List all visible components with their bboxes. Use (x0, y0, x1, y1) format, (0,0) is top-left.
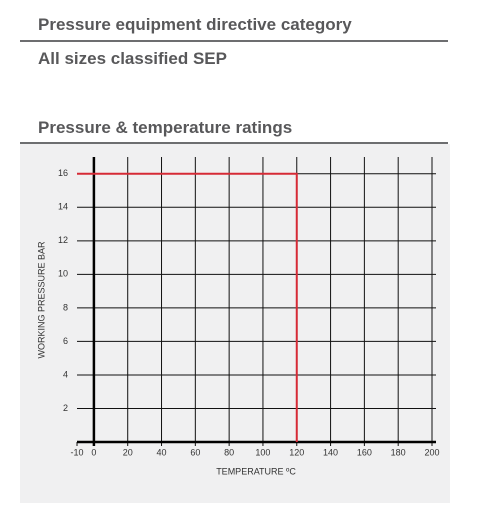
section-title: Pressure equipment directive category (38, 15, 352, 34)
x-tick-label: 140 (323, 447, 338, 457)
section-text: All sizes classified SEP (38, 49, 227, 68)
y-tick-label: 4 (63, 369, 68, 379)
chart-background (20, 144, 450, 503)
x-tick-label: 0 (91, 447, 96, 457)
x-tick-label: 200 (424, 447, 439, 457)
divider (20, 40, 448, 42)
section-title: Pressure & temperature ratings (38, 118, 293, 137)
x-tick-label: 80 (224, 447, 234, 457)
y-tick-label: 14 (58, 202, 68, 212)
x-tick-label: 160 (357, 447, 372, 457)
x-tick-label: 180 (391, 447, 406, 457)
y-tick-label: 6 (63, 336, 68, 346)
x-tick-label: 60 (190, 447, 200, 457)
x-axis-label: TEMPERATURE ºC (216, 466, 296, 476)
x-tick-label: -10 (70, 447, 83, 457)
y-tick-label: 8 (63, 302, 68, 312)
rating-line (77, 172, 298, 442)
y-tick-label: 12 (58, 235, 68, 245)
x-tick-label: 20 (123, 447, 133, 457)
x-tick-label: 100 (255, 447, 270, 457)
x-tick-label: 120 (289, 447, 304, 457)
y-axis-label: WORKING PRESSURE BAR (36, 241, 46, 359)
divider (20, 142, 448, 144)
x-tick-label: 40 (157, 447, 167, 457)
y-tick-label: 2 (63, 403, 68, 413)
y-tick-label: 10 (58, 269, 68, 279)
y-tick-label: 16 (58, 168, 68, 178)
